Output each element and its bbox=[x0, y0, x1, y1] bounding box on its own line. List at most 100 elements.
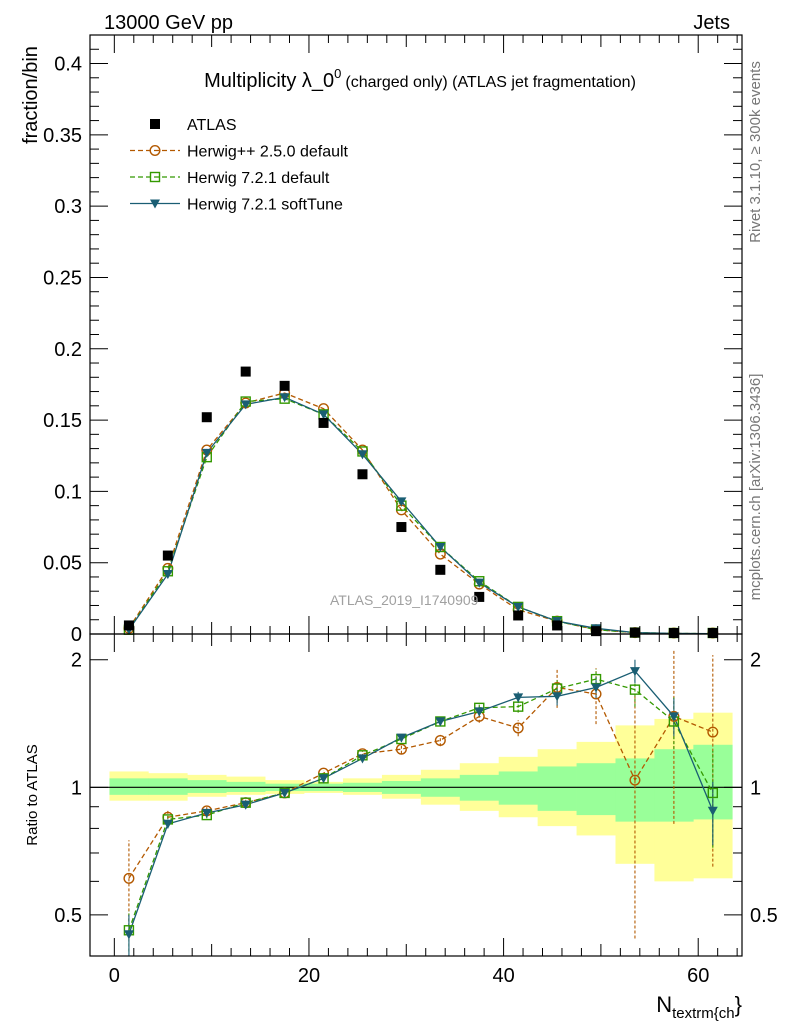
main-ytick-label-7: 0.35 bbox=[43, 125, 82, 147]
ratio-plot-area bbox=[123, 649, 719, 956]
header-left: 13000 GeV pp bbox=[104, 12, 233, 34]
ratio-ytick-label-right-2: 2 bbox=[750, 650, 761, 672]
legend-label-2: Herwig 7.2.1 default bbox=[187, 170, 330, 187]
ratio-point-s0-10 bbox=[512, 722, 524, 734]
main-plot-area bbox=[123, 366, 719, 639]
ratio-point-s0-7 bbox=[395, 743, 407, 755]
xtick-label-0: 0 bbox=[109, 965, 120, 987]
main-point-s0-6 bbox=[357, 469, 368, 480]
ratio-point-s2-13 bbox=[629, 667, 640, 677]
ratio-point-s2-14 bbox=[668, 712, 679, 722]
ratio-point-s2-11 bbox=[552, 692, 563, 702]
ratio-point-s2-12 bbox=[591, 683, 602, 693]
ratio-series-line-0 bbox=[128, 686, 714, 879]
ratio-ytick-label-left-2: 2 bbox=[71, 650, 82, 672]
main-point-s0-5 bbox=[318, 417, 329, 428]
main-point-s3-9 bbox=[474, 578, 485, 588]
main-point-s0-12 bbox=[591, 626, 602, 637]
ratio-point-s0-13 bbox=[629, 774, 641, 786]
main-point-s3-3 bbox=[240, 400, 251, 410]
xtick-label-3: 60 bbox=[687, 965, 709, 987]
ratio-point-s2-7 bbox=[396, 733, 407, 743]
ratio-point-s1-13 bbox=[629, 684, 641, 695]
rivet-label: Rivet 3.1.10, ≥ 300k events bbox=[747, 61, 764, 243]
main-ytick-label-6: 0.3 bbox=[54, 196, 82, 218]
main-point-s0-15 bbox=[707, 628, 718, 638]
main-point-s0-2 bbox=[201, 412, 212, 423]
legend-marker-3 bbox=[150, 199, 160, 209]
ratio-point-s0-0 bbox=[123, 872, 135, 884]
ratio-point-s2-3 bbox=[240, 800, 251, 810]
ratio-inner-band-12 bbox=[576, 763, 616, 816]
main-point-s3-10 bbox=[513, 602, 524, 612]
ratio-point-s2-0 bbox=[123, 930, 134, 940]
legend-label-3: Herwig 7.2.1 softTune bbox=[187, 197, 343, 214]
main-point-s3-6 bbox=[357, 450, 368, 460]
analysis-watermark: ATLAS_2019_I1740909 bbox=[330, 592, 479, 608]
ratio-inner-band-1 bbox=[148, 778, 188, 795]
legend-label-0: ATLAS bbox=[187, 117, 237, 134]
main-point-s0-14 bbox=[668, 628, 679, 638]
main-point-s3-4 bbox=[279, 393, 290, 403]
ratio-point-s2-6 bbox=[357, 754, 368, 764]
ratio-point-s2-2 bbox=[201, 808, 212, 819]
main-ytick-label-2: 0.1 bbox=[54, 481, 82, 503]
main-ytick-label-4: 0.2 bbox=[54, 339, 82, 361]
chart-title: Multiplicity λ_00(charged only) (ATLAS j… bbox=[204, 66, 636, 92]
main-point-s0-1 bbox=[162, 550, 173, 561]
ratio-ytick-label-right-0: 0.5 bbox=[750, 905, 778, 927]
ratio-point-s2-9 bbox=[474, 707, 485, 717]
legend-marker-0 bbox=[150, 119, 160, 129]
ratio-point-s1-15 bbox=[707, 787, 719, 799]
ratio-point-s2-1 bbox=[162, 819, 173, 829]
main-ytick-label-1: 0.05 bbox=[43, 553, 82, 575]
legend-marker-2 bbox=[149, 171, 161, 183]
main-point-s0-9 bbox=[474, 591, 485, 602]
main-ytick-label-5: 0.25 bbox=[43, 267, 82, 289]
main-point-s0-13 bbox=[629, 627, 640, 638]
ratio-uncertainty-bands bbox=[90, 712, 742, 882]
axes: 0 0.05 0.1 0.15 0.2 0.25 0.3 0.35 0.4 0 20 40 60 0.5 0… bbox=[43, 34, 778, 987]
ratio-point-s0-8 bbox=[434, 734, 446, 746]
xtick-label-2: 40 bbox=[492, 965, 514, 987]
ratio-inner-band-10 bbox=[498, 771, 538, 805]
ratio-series-line-2 bbox=[128, 670, 714, 935]
main-point-s0-3 bbox=[240, 366, 251, 377]
ratio-ytick-label-right-1: 1 bbox=[750, 777, 761, 799]
ratio-point-s2-8 bbox=[435, 717, 446, 727]
main-point-s0-7 bbox=[396, 522, 407, 533]
ratio-inner-band-11 bbox=[537, 766, 577, 811]
main-series-line-3 bbox=[128, 396, 713, 635]
main-point-s3-7 bbox=[396, 497, 407, 507]
main-point-s0-10 bbox=[513, 610, 524, 621]
legend-marker-1 bbox=[149, 144, 161, 156]
ratio-inner-band-2 bbox=[187, 780, 227, 793]
legend: ATLAS Herwig++ 2.5.0 default Herwig 7.2.1 … bbox=[130, 117, 349, 214]
ratio-ytick-label-left-1: 1 bbox=[71, 777, 82, 799]
ratio-ylabel: Ratio to ATLAS bbox=[24, 744, 41, 845]
ratio-frame bbox=[89, 633, 743, 957]
ratio-point-s2-10 bbox=[513, 693, 524, 703]
main-point-s3-1 bbox=[162, 570, 173, 580]
main-ytick-label-0: 0 bbox=[71, 624, 82, 646]
x-axis-label: Ntextrm{ch} bbox=[656, 992, 742, 1022]
main-point-s0-11 bbox=[552, 620, 563, 631]
xtick-label-1: 20 bbox=[298, 965, 320, 987]
ratio-point-s2-4 bbox=[279, 788, 290, 798]
main-point-s3-5 bbox=[318, 410, 329, 420]
mcplots-label: mcplots.cern.ch [arXiv:1306.3436] bbox=[747, 374, 764, 601]
main-point-s0-0 bbox=[123, 620, 134, 631]
main-point-s0-8 bbox=[435, 564, 446, 575]
ratio-point-s2-5 bbox=[318, 774, 329, 784]
main-ytick-label-8: 0.4 bbox=[54, 54, 82, 76]
ratio-ytick-label-left-0: 0.5 bbox=[54, 905, 82, 927]
legend-label-1: Herwig++ 2.5.0 default bbox=[187, 144, 349, 161]
ratio-inner-band-14 bbox=[654, 749, 694, 822]
ratio-point-s0-15 bbox=[707, 726, 719, 738]
ratio-inner-band-0 bbox=[109, 778, 149, 795]
main-ytick-label-3: 0.15 bbox=[43, 410, 82, 432]
main-ylabel: fraction/bin bbox=[20, 46, 42, 144]
ratio-point-s2-15 bbox=[707, 806, 718, 816]
main-point-s3-8 bbox=[435, 542, 446, 553]
